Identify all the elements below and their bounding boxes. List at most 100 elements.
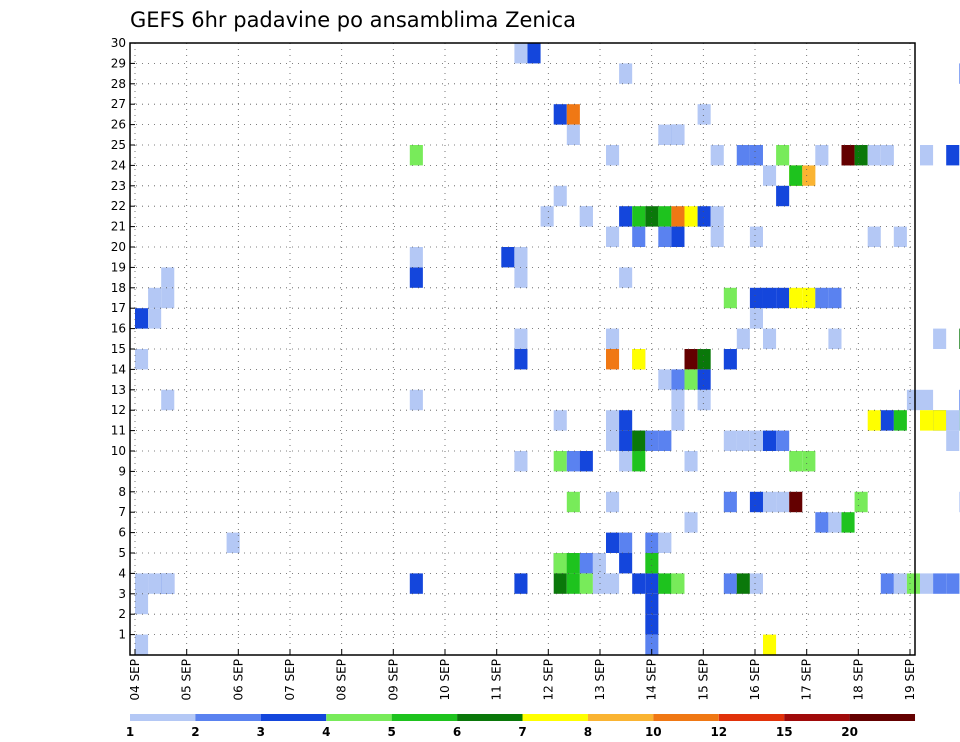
heatmap-cell: [710, 206, 724, 227]
heatmap-cell: [697, 104, 711, 125]
heatmap-cell: [671, 369, 685, 390]
heatmap-cell: [645, 593, 659, 615]
heatmap-cell: [789, 287, 803, 309]
y-tick-label: 6: [118, 526, 126, 540]
heatmap-cell: [606, 145, 620, 166]
heatmap-cell: [749, 573, 763, 594]
heatmap-cell: [684, 512, 698, 533]
heatmap-cell: [749, 145, 763, 166]
y-tick-label: 29: [111, 56, 126, 70]
colorbar-swatch: [718, 714, 785, 721]
heatmap-cell: [632, 451, 646, 472]
heatmap-cell: [148, 573, 162, 594]
heatmap-cell: [619, 63, 633, 84]
colorbar-label: 6: [453, 725, 461, 739]
heatmap-cell: [776, 145, 790, 166]
heatmap-cell: [619, 532, 633, 553]
heatmap-cell: [632, 430, 646, 451]
heatmap-cell: [920, 573, 934, 594]
heatmap-cell: [409, 247, 423, 268]
heatmap-cell: [606, 226, 620, 247]
heatmap-cell: [736, 328, 750, 349]
heatmap-cell: [933, 328, 947, 349]
y-tick-label: 17: [111, 301, 126, 315]
heatmap-cell: [893, 573, 907, 594]
heatmap-cell: [776, 491, 790, 513]
heatmap-cell: [514, 451, 528, 472]
heatmap-cell: [867, 145, 881, 166]
heatmap-cell: [606, 532, 620, 553]
heatmap-cell: [514, 43, 528, 64]
colorbar-label: 4: [322, 725, 330, 739]
heatmap-cell: [684, 349, 698, 370]
x-tick-label: 16 SEP: [748, 659, 762, 701]
colorbar-swatch: [326, 714, 392, 721]
colorbar-swatch: [457, 714, 523, 721]
heatmap-cell: [632, 349, 646, 370]
y-tick-label: 4: [118, 566, 126, 580]
heatmap-cell: [645, 430, 659, 451]
heatmap-cell: [579, 451, 593, 472]
colorbar-swatch: [653, 714, 719, 721]
heatmap-cell: [723, 491, 737, 513]
heatmap-cell: [566, 451, 580, 472]
heatmap-cell: [619, 267, 633, 288]
heatmap-cell: [658, 430, 672, 451]
x-tick-label: 13 SEP: [593, 659, 607, 701]
x-tick-label: 17 SEP: [800, 659, 814, 701]
heatmap-cell: [671, 573, 685, 594]
heatmap-cell: [658, 124, 672, 145]
heatmap-cell: [540, 206, 554, 227]
heatmap-cell: [135, 634, 149, 655]
y-tick-label: 15: [111, 342, 126, 356]
y-tick-label: 2: [118, 607, 126, 621]
heatmap-cell: [789, 451, 803, 472]
heatmap-cell: [632, 206, 646, 227]
heatmap-cell: [946, 145, 960, 166]
x-tick-label: 11 SEP: [490, 659, 504, 701]
y-tick-label: 30: [111, 36, 126, 50]
heatmap-cell: [566, 124, 580, 145]
x-tick-label: 09 SEP: [386, 659, 400, 701]
x-tick-label: 07 SEP: [283, 659, 297, 701]
y-tick-label: 5: [118, 546, 126, 560]
heatmap-cell: [828, 512, 842, 533]
heatmap-cell: [828, 328, 842, 349]
y-tick-label: 19: [111, 260, 126, 274]
heatmap-cell: [553, 410, 567, 431]
heatmap-cell: [815, 512, 829, 533]
heatmap-cell: [553, 451, 567, 472]
heatmap-cell: [658, 369, 672, 390]
heatmap-cells: [135, 43, 960, 655]
heatmap-cell: [749, 287, 763, 309]
heatmap-cell: [161, 267, 175, 288]
heatmap-cell: [658, 226, 672, 247]
colorbar-swatch: [391, 714, 458, 721]
heatmap-cell: [671, 124, 685, 145]
colorbar-swatch: [849, 714, 916, 721]
heatmap-cell: [763, 287, 777, 309]
heatmap-cell: [789, 491, 803, 513]
heatmap-cell: [135, 573, 149, 594]
heatmap-cell: [933, 410, 947, 431]
heatmap-cell: [920, 145, 934, 166]
heatmap-cell: [135, 308, 149, 329]
heatmap-cell: [671, 226, 685, 247]
colorbar-label: 8: [584, 725, 592, 739]
colorbar-swatch: [195, 714, 261, 721]
y-tick-label: 26: [111, 118, 126, 132]
heatmap-cell: [161, 389, 175, 411]
heatmap-cell: [606, 491, 620, 513]
heatmap-cell: [148, 287, 162, 309]
y-tick-label: 25: [111, 138, 126, 152]
heatmap-cell: [579, 206, 593, 227]
heatmap-cell: [645, 206, 659, 227]
heatmap-cell: [763, 491, 777, 513]
heatmap-cell: [776, 185, 790, 207]
colorbar-label: 3: [257, 725, 265, 739]
heatmap-cell: [135, 349, 149, 370]
heatmap-cell: [933, 573, 947, 594]
y-tick-label: 16: [111, 322, 126, 336]
colorbar-swatch: [784, 714, 850, 721]
